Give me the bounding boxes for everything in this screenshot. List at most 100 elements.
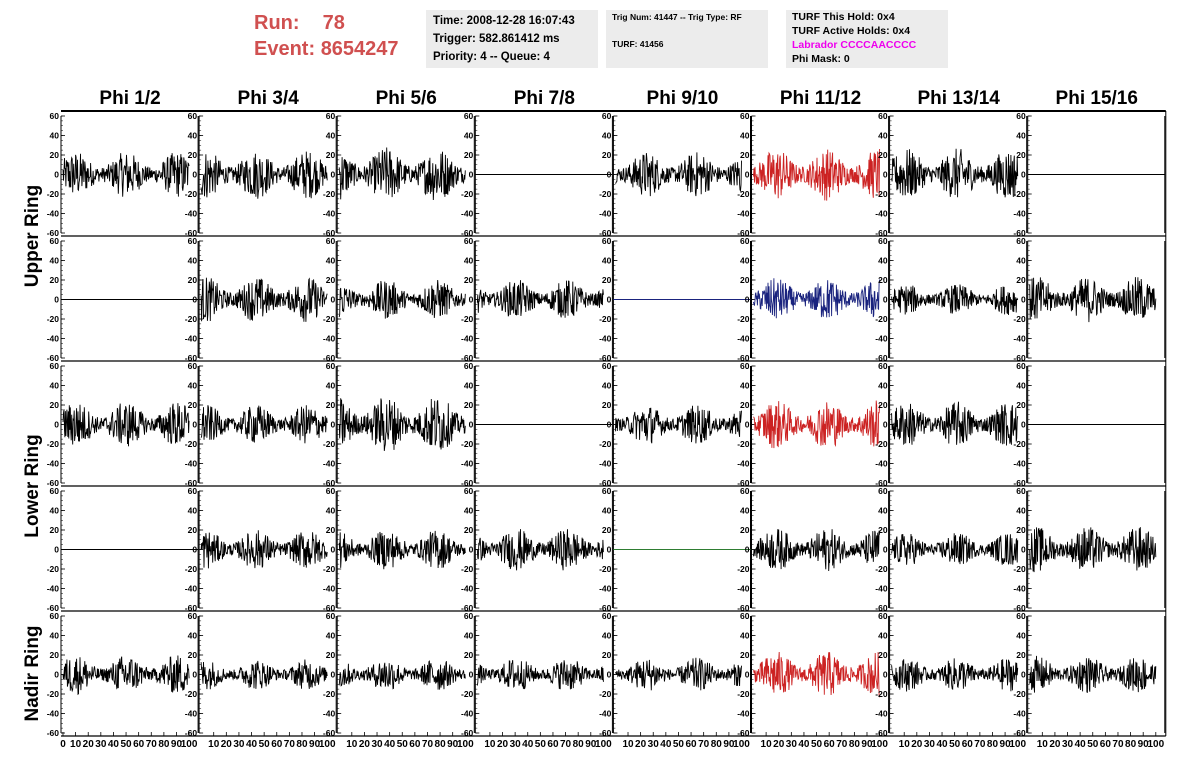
x-tick-label-3: 60 [547, 739, 559, 750]
run-label: Run: [254, 12, 300, 34]
x-tick-label-0: 50 [120, 739, 132, 750]
y-tick-label-0-2: 20 [326, 150, 336, 160]
y-tick-label-1-7: 60 [1016, 236, 1026, 246]
y-tick-label-3-4: 60 [602, 486, 612, 496]
y-tick-label-2-2: -40 [323, 459, 336, 469]
waveform-0-6 [891, 148, 1019, 198]
y-tick-label-1-4: -20 [599, 314, 612, 324]
x-tick-label-1: 40 [246, 739, 258, 750]
y-tick-label-4-7: -60 [1013, 728, 1026, 738]
y-tick-label-1-6: 60 [878, 236, 888, 246]
y-tick-label-1-0: -60 [47, 353, 60, 363]
x-tick-label-2: 10 [346, 739, 358, 750]
y-tick-label-4-7: 0 [1021, 670, 1026, 680]
y-tick-label-3-4: -20 [599, 564, 612, 574]
y-tick-label-3-0: 40 [50, 506, 60, 516]
y-tick-label-3-2: -20 [323, 564, 336, 574]
y-tick-label-0-3: -40 [461, 209, 474, 219]
y-tick-label-4-4: 60 [602, 611, 612, 621]
y-tick-label-4-0: 0 [54, 670, 59, 680]
x-tick-label-1: 100 [319, 739, 336, 750]
y-tick-label-1-7: -20 [1013, 314, 1026, 324]
x-tick-label-0: 90 [171, 739, 183, 750]
y-tick-label-1-1: 0 [192, 295, 197, 305]
x-tick-label-1: 30 [233, 739, 245, 750]
x-tick-label-4: 100 [733, 739, 750, 750]
y-tick-label-4-6: -20 [875, 689, 888, 699]
y-tick-label-2-5: -60 [737, 478, 750, 488]
x-tick-label-2: 90 [447, 739, 459, 750]
y-tick-label-3-6: 60 [878, 486, 888, 496]
y-tick-label-3-3: -40 [461, 584, 474, 594]
y-tick-label-3-4: 0 [607, 545, 612, 555]
y-tick-label-4-1: 20 [188, 650, 198, 660]
y-tick-label-2-7: -60 [1013, 478, 1026, 488]
y-tick-label-3-0: 20 [50, 525, 60, 535]
waveform-0-4 [615, 152, 742, 197]
y-tick-label-2-6: 20 [878, 400, 888, 410]
y-tick-label-0-1: 0 [192, 170, 197, 180]
y-tick-label-0-5: 40 [740, 131, 750, 141]
y-tick-label-2-2: 60 [326, 361, 336, 371]
y-tick-label-0-4: 60 [602, 111, 612, 121]
y-tick-label-1-5: 0 [745, 295, 750, 305]
y-tick-label-2-4: -20 [599, 439, 612, 449]
y-tick-label-1-4: 40 [602, 256, 612, 266]
y-tick-label-1-2: 60 [326, 236, 336, 246]
y-tick-label-4-7: 60 [1016, 611, 1026, 621]
y-tick-label-3-6: -40 [875, 584, 888, 594]
x-tick-label-4: 30 [648, 739, 660, 750]
x-tick-label-5: 40 [798, 739, 810, 750]
y-tick-label-1-0: -40 [47, 334, 60, 344]
x-tick-label-6: 70 [974, 739, 986, 750]
waveform-3-6 [891, 533, 1019, 565]
x-tick-label-2: 100 [457, 739, 474, 750]
y-tick-label-4-5: -40 [737, 709, 750, 719]
waveform-3-5 [753, 529, 881, 572]
waveform-4-4 [615, 657, 742, 691]
y-tick-label-1-6: 40 [878, 256, 888, 266]
y-tick-label-0-7: -60 [1013, 228, 1026, 238]
waveform-4-6 [891, 658, 1019, 692]
waveform-2-2 [338, 398, 466, 451]
x-tick-label-5: 50 [811, 739, 823, 750]
x-tick-label-7: 40 [1075, 739, 1087, 750]
y-tick-label-1-2: -40 [323, 334, 336, 344]
y-tick-label-3-3: 20 [464, 525, 474, 535]
x-tick-label-7: 30 [1062, 739, 1074, 750]
y-tick-label-2-1: 40 [188, 381, 198, 391]
x-tick-label-7: 60 [1100, 739, 1112, 750]
y-tick-label-4-5: 20 [740, 650, 750, 660]
y-tick-label-1-1: -40 [185, 334, 198, 344]
y-tick-label-0-6: 40 [878, 131, 888, 141]
waveform-4-1 [200, 659, 328, 690]
y-tick-label-1-3: 60 [464, 236, 474, 246]
y-tick-label-3-6: -20 [875, 564, 888, 574]
y-tick-label-4-0: -60 [47, 728, 60, 738]
x-tick-label-6: 10 [899, 739, 911, 750]
x-tick-label-1: 20 [221, 739, 233, 750]
y-tick-label-4-2: -40 [323, 709, 336, 719]
y-tick-label-4-1: -60 [185, 728, 198, 738]
y-tick-label-1-2: 20 [326, 275, 336, 285]
y-tick-label-2-2: -60 [323, 478, 336, 488]
y-tick-label-4-2: 60 [326, 611, 336, 621]
y-tick-label-0-1: -40 [185, 209, 198, 219]
y-tick-label-4-4: 0 [607, 670, 612, 680]
y-tick-label-0-1: -60 [185, 228, 198, 238]
phi-mask-text: Phi Mask: 0 [792, 53, 850, 65]
y-tick-label-0-7: 40 [1016, 131, 1026, 141]
column-title-1: Phi 1/2 [99, 88, 160, 109]
y-tick-label-2-1: -40 [185, 459, 198, 469]
y-tick-label-0-4: -20 [599, 189, 612, 199]
x-tick-label-6: 20 [911, 739, 923, 750]
x-tick-label-3: 40 [522, 739, 534, 750]
y-tick-label-1-0: 40 [50, 256, 60, 266]
x-tick-label-2: 40 [384, 739, 396, 750]
y-tick-label-2-4: 60 [602, 361, 612, 371]
y-tick-label-4-4: -40 [599, 709, 612, 719]
y-tick-label-3-0: 60 [50, 486, 60, 496]
y-tick-label-1-6: 20 [878, 275, 888, 285]
x-tick-label-2: 70 [422, 739, 434, 750]
column-title-3: Phi 5/6 [376, 88, 437, 109]
